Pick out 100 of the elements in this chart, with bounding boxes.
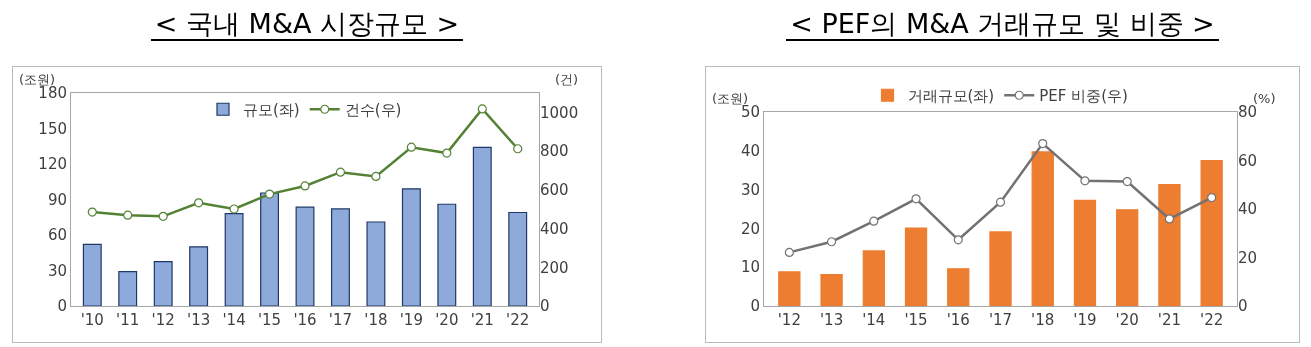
- x-tick-label: '14: [862, 311, 886, 329]
- bar: [1073, 199, 1097, 306]
- x-tick-label: '20: [435, 311, 459, 329]
- x-tick-label: '14: [222, 311, 246, 329]
- y2-tick-label: 60: [1238, 151, 1258, 170]
- bar: [330, 208, 350, 306]
- y2-tick-label: 800: [540, 142, 569, 161]
- y-tick-label: 20: [740, 219, 760, 238]
- x-tick-label: '18: [364, 311, 388, 329]
- point: [335, 167, 346, 177]
- x-tick-label: '20: [1115, 311, 1139, 329]
- point: [1164, 214, 1175, 224]
- x-tick-label: '12: [777, 311, 801, 329]
- point: [869, 216, 879, 226]
- bar: [1116, 209, 1139, 306]
- bar: [224, 213, 244, 306]
- y2-tick-label: 600: [540, 181, 569, 200]
- point: [513, 144, 523, 154]
- x-tick-label: '11: [116, 311, 140, 329]
- x-tick-label: '16: [946, 311, 970, 329]
- y2-tick-label: 0: [540, 297, 550, 316]
- y-tick-label: 30: [740, 180, 760, 199]
- bar: [118, 271, 138, 306]
- bar: [1200, 159, 1223, 306]
- x-tick-label: '21: [470, 311, 494, 329]
- bar: [862, 250, 885, 306]
- bar: [989, 231, 1012, 306]
- x-tick-label: '17: [988, 311, 1013, 329]
- legend-label: 거래규모(좌): [907, 87, 995, 106]
- x-tick-label: '18: [1031, 311, 1055, 329]
- point: [911, 194, 921, 204]
- bar: [508, 211, 528, 306]
- x-tick-label: '13: [187, 311, 211, 329]
- y-tick-label: 120: [38, 155, 67, 174]
- y2-axis-title: (%): [1253, 91, 1276, 106]
- point: [87, 207, 97, 217]
- x-tick-label: '22: [506, 311, 530, 329]
- bar: [295, 206, 315, 306]
- bar: [778, 271, 801, 306]
- point: [264, 189, 275, 199]
- point: [442, 148, 452, 158]
- y-axis-title: (조원): [19, 72, 56, 87]
- y-tick-label: 90: [47, 190, 67, 209]
- x-tick-label: '21: [1157, 311, 1182, 329]
- point: [1038, 138, 1048, 149]
- bar: [401, 188, 421, 306]
- y-tick-label: 60: [47, 226, 67, 245]
- x-tick-label: '10: [80, 311, 104, 329]
- x-tick-label: '13: [819, 311, 844, 329]
- chart-title: < PEF의 M&A 거래규모 및 비중 >: [786, 8, 1219, 41]
- bar: [472, 146, 492, 306]
- bar: [260, 192, 280, 306]
- y2-tick-label: 40: [1238, 200, 1258, 219]
- bar: [1031, 151, 1054, 306]
- bar: [82, 243, 102, 306]
- bar: [366, 221, 386, 306]
- y-axis-title: (조원): [712, 91, 749, 106]
- y2-tick-label: 400: [540, 219, 569, 238]
- y-tick-label: 10: [740, 258, 760, 277]
- point: [371, 171, 381, 182]
- bar: [947, 268, 970, 306]
- point: [229, 204, 239, 214]
- legend-label: 건수(우): [344, 101, 402, 120]
- chart-title: < 국내 M&A 시장규모 >: [150, 8, 464, 41]
- point: [1207, 193, 1217, 203]
- point: [953, 235, 963, 245]
- point: [406, 142, 416, 152]
- y-tick-label: 150: [38, 119, 67, 138]
- bar: [189, 246, 209, 306]
- bar: [820, 273, 843, 306]
- point: [1080, 176, 1090, 186]
- x-tick-label: '19: [1073, 311, 1097, 329]
- bar: [437, 203, 457, 306]
- legend-label: PEF 비중(우): [1039, 87, 1128, 106]
- point: [784, 247, 794, 258]
- bar: [904, 227, 928, 306]
- point: [1122, 177, 1132, 187]
- y-tick-label: 40: [740, 142, 760, 161]
- y-tick-label: 0: [57, 297, 67, 316]
- point: [300, 181, 310, 191]
- legend-label: 규모(좌): [243, 101, 300, 120]
- x-tick-label: '22: [1200, 311, 1224, 329]
- y2-tick-label: 1000: [540, 103, 579, 122]
- y2-tick-label: 200: [540, 258, 569, 277]
- y2-tick-label: 0: [1238, 297, 1248, 316]
- y2-tick-label: 80: [1238, 103, 1258, 122]
- x-tick-label: '16: [293, 311, 317, 329]
- x-tick-label: '19: [399, 311, 423, 329]
- y-tick-label: 30: [47, 261, 67, 280]
- point: [194, 198, 204, 208]
- x-tick-label: '15: [904, 311, 928, 329]
- x-tick-label: '17: [328, 311, 353, 329]
- point: [826, 237, 837, 247]
- x-tick-label: '12: [151, 311, 175, 329]
- point: [477, 104, 487, 114]
- x-tick-label: '15: [257, 311, 282, 329]
- bar: [1158, 183, 1181, 306]
- y2-axis-title: (건): [555, 72, 579, 87]
- point: [158, 211, 168, 221]
- point: [995, 197, 1006, 207]
